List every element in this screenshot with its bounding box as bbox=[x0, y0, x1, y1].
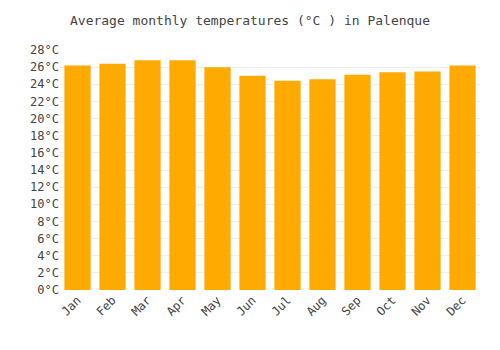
svg-text:28°C: 28°C bbox=[30, 43, 59, 57]
svg-text:6°C: 6°C bbox=[37, 232, 59, 246]
svg-text:Mar: Mar bbox=[129, 293, 154, 318]
svg-text:Jul: Jul bbox=[269, 293, 294, 318]
svg-text:Sep: Sep bbox=[339, 293, 364, 318]
svg-text:4°C: 4°C bbox=[37, 249, 59, 263]
svg-text:May: May bbox=[199, 293, 224, 318]
svg-text:Average monthly temperatures (: Average monthly temperatures (°C ) in Pa… bbox=[70, 13, 430, 28]
svg-text:22°C: 22°C bbox=[30, 95, 59, 109]
svg-text:Feb: Feb bbox=[94, 293, 119, 318]
svg-text:Jun: Jun bbox=[234, 293, 259, 318]
svg-text:24°C: 24°C bbox=[30, 77, 59, 91]
svg-text:Nov: Nov bbox=[409, 293, 434, 318]
svg-text:20°C: 20°C bbox=[30, 112, 59, 126]
svg-text:18°C: 18°C bbox=[30, 129, 59, 143]
svg-text:Apr: Apr bbox=[164, 293, 189, 318]
svg-text:8°C: 8°C bbox=[37, 215, 59, 229]
svg-text:26°C: 26°C bbox=[30, 60, 59, 74]
svg-text:16°C: 16°C bbox=[30, 146, 59, 160]
svg-text:12°C: 12°C bbox=[30, 180, 59, 194]
svg-text:Jan: Jan bbox=[59, 293, 84, 318]
svg-text:Oct: Oct bbox=[374, 293, 399, 318]
svg-text:Dec: Dec bbox=[444, 293, 469, 318]
svg-text:10°C: 10°C bbox=[30, 197, 59, 211]
svg-text:Aug: Aug bbox=[304, 293, 329, 318]
svg-text:2°C: 2°C bbox=[37, 266, 59, 280]
svg-text:14°C: 14°C bbox=[30, 163, 59, 177]
svg-text:0°C: 0°C bbox=[37, 283, 59, 297]
